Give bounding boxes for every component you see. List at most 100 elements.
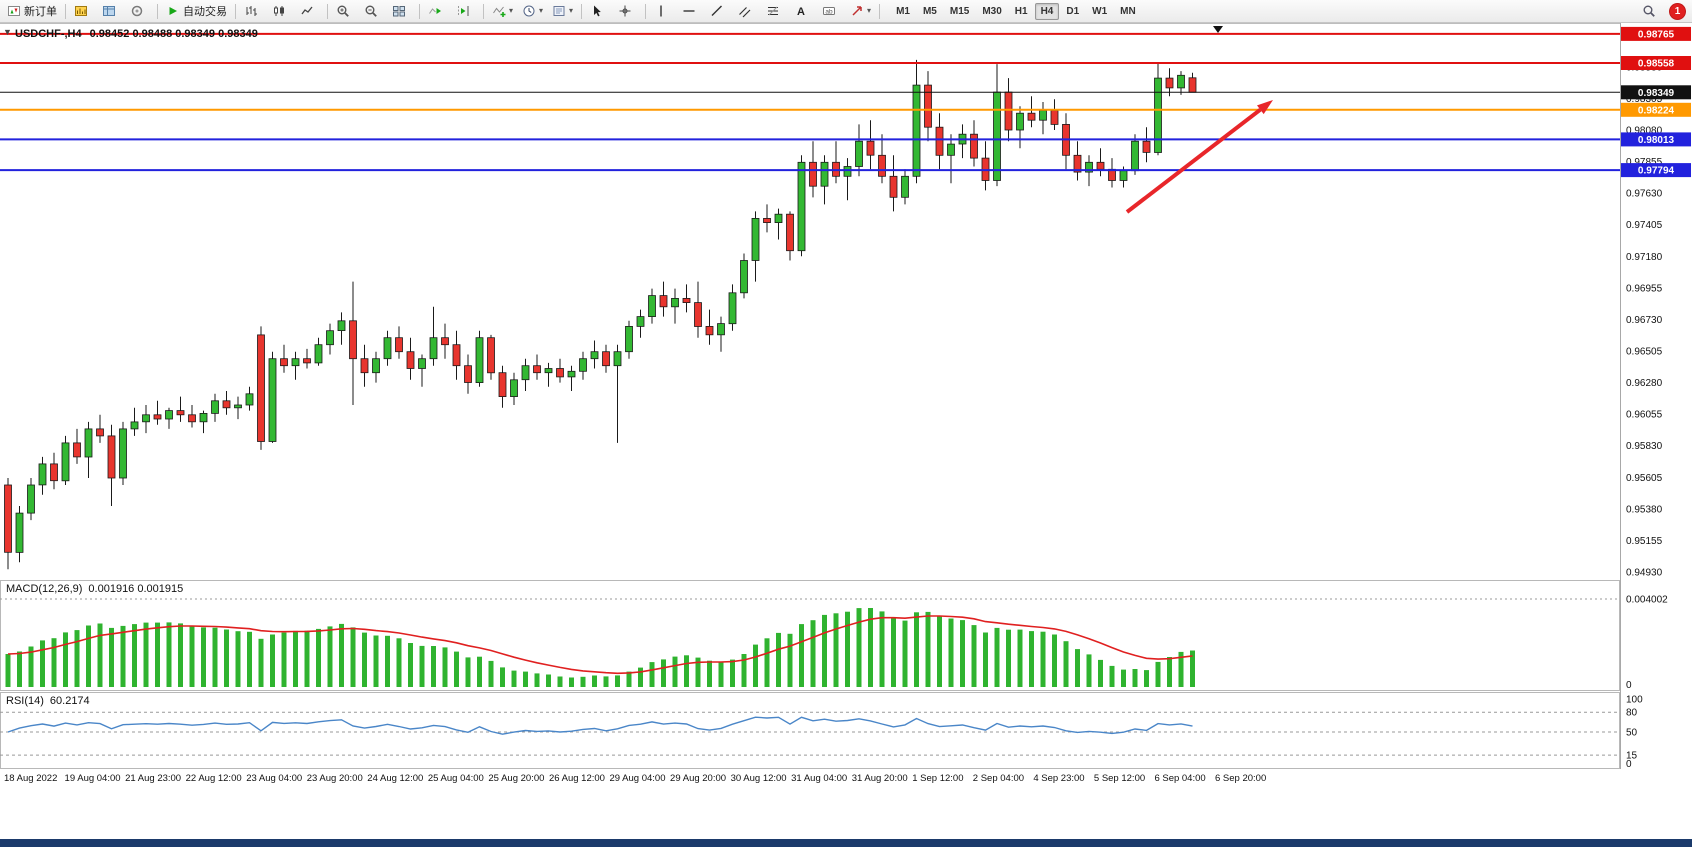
timeframe-button-h1[interactable]: H1 [1014,5,1028,17]
candle [314,344,323,364]
svg-text:0.97630: 0.97630 [1626,189,1663,200]
svg-text:0: 0 [1626,680,1632,691]
timeframe-button-h4[interactable]: H4 [1034,2,1060,20]
timeframe-button-m5[interactable]: M5 [922,5,937,17]
market-watch-button[interactable] [70,1,97,22]
horizontal-line-icon [683,10,695,12]
svg-text:50: 50 [1626,728,1638,739]
toolbar-separator [327,3,328,19]
candle [360,358,369,374]
candle [935,126,944,156]
svg-text:0.98558: 0.98558 [1638,59,1675,70]
candle [1039,110,1047,121]
chart-title: USDCHF-,H4 0.98452 0.98488 0.98349 0.9834… [15,28,258,40]
vertical-line-icon [660,5,662,17]
timeframe-button-w1[interactable]: W1 [1092,5,1108,17]
horizontal-scrollbar-thumb[interactable] [0,839,1692,847]
arrows-tool-button[interactable]: ▾ [846,1,875,22]
svg-text:6 Sep 04:00: 6 Sep 04:00 [1154,773,1205,784]
data-window-button[interactable] [98,1,125,22]
candle [475,337,484,384]
vertical-line-tool-button[interactable] [650,1,677,22]
svg-text:30 Aug 12:00: 30 Aug 12:00 [731,773,787,784]
notification-badge[interactable]: 1 [1670,3,1685,19]
candle [912,84,921,177]
channel-tool-button[interactable] [734,1,761,22]
fibonacci-tool-button[interactable] [762,1,789,22]
candle [1142,140,1151,153]
candle [303,358,311,364]
candle [406,351,415,369]
zoom-out-button[interactable] [360,1,387,22]
text-tool-button[interactable]: A [790,1,817,22]
candle [349,320,357,360]
candle [96,428,104,437]
svg-text:100: 100 [1626,695,1643,706]
svg-text:0.98013: 0.98013 [1638,135,1675,146]
price-line-axis-badge [1621,163,1691,178]
navigator-icon [131,5,143,17]
template-icon [553,6,565,16]
svg-text:0.96055: 0.96055 [1626,410,1663,421]
toolbar-separator [483,3,484,19]
candle [38,463,47,486]
crosshair-tool-button[interactable] [614,1,641,22]
horizontal-line-tool-button[interactable] [678,1,705,22]
timeframe-button-d1[interactable]: D1 [1066,5,1080,17]
timeframe-button-m1[interactable]: M1 [896,5,910,17]
candle [797,161,806,252]
chart-area: 0.985300.983050.980800.978550.976300.974… [0,23,1692,839]
candle [245,393,254,406]
autotrade-play-icon [169,7,177,15]
candle [326,330,334,346]
horizontal-scrollbar[interactable] [0,839,1692,847]
svg-text:31 Aug 20:00: 31 Aug 20:00 [852,773,908,784]
new-order-label: 新订单 [24,6,57,18]
toolbar-separator [235,3,236,19]
timeframe-button-mn[interactable]: MN [1120,5,1136,17]
bar-chart-mode-button[interactable] [240,1,267,22]
clock-icon [523,5,535,17]
candle [291,358,300,367]
market-watch-icon [75,6,87,16]
candle [636,316,645,327]
rsi-axis-labels: 100 80 50 150 [1626,695,1643,771]
price-chart-canvas[interactable]: 0.985300.983050.980800.978550.976300.974… [0,23,1692,839]
templates-button[interactable]: ▾ [548,1,577,22]
candle [717,323,725,336]
svg-text:80: 80 [1626,708,1638,719]
new-order-button[interactable]: 新订单 [3,1,61,22]
candle [648,295,656,318]
toolbar-separator [419,3,420,19]
toolbar-right-group: 1 [1638,1,1689,22]
navigator-button[interactable] [126,1,153,22]
timeframe-button-m15[interactable]: M15 [949,5,970,17]
zoom-in-button[interactable] [332,1,359,22]
zoom-out-icon [365,5,377,17]
cursor-tool-button[interactable] [586,1,613,22]
tile-windows-button[interactable] [388,1,415,22]
trend-arrow-annotation[interactable] [1125,100,1273,214]
candle [878,154,886,177]
candlestick-mode-button[interactable] [268,1,295,22]
svg-text:0: 0 [1626,759,1632,770]
candle [222,400,231,409]
toolbar-separator [157,3,158,19]
timeframe-button-m30[interactable]: M30 [982,5,1002,17]
chart-shift-button[interactable] [452,1,479,22]
indicators-button[interactable]: ▾ [488,1,517,22]
line-chart-mode-button[interactable] [296,1,323,22]
svg-text:22 Aug 12:00: 22 Aug 12:00 [186,773,242,784]
arrow-tool-icon [852,6,862,16]
auto-scroll-button[interactable] [424,1,451,22]
periods-button[interactable]: ▾ [518,1,547,22]
one-click-trading-toggle[interactable]: ▼ [3,27,12,37]
autotrade-button[interactable]: 自动交易 [162,1,231,22]
candle [740,260,748,294]
candle [579,358,587,372]
time-axis-labels: 18 Aug 2022 19 Aug 04:00 21 Aug 23:00 22 Au… [4,773,1266,784]
price-line-axis-badge [1621,56,1691,70]
search-button[interactable] [1638,1,1665,22]
label-tool-button[interactable]: ab [818,1,845,22]
trendline-tool-button[interactable] [706,1,733,22]
